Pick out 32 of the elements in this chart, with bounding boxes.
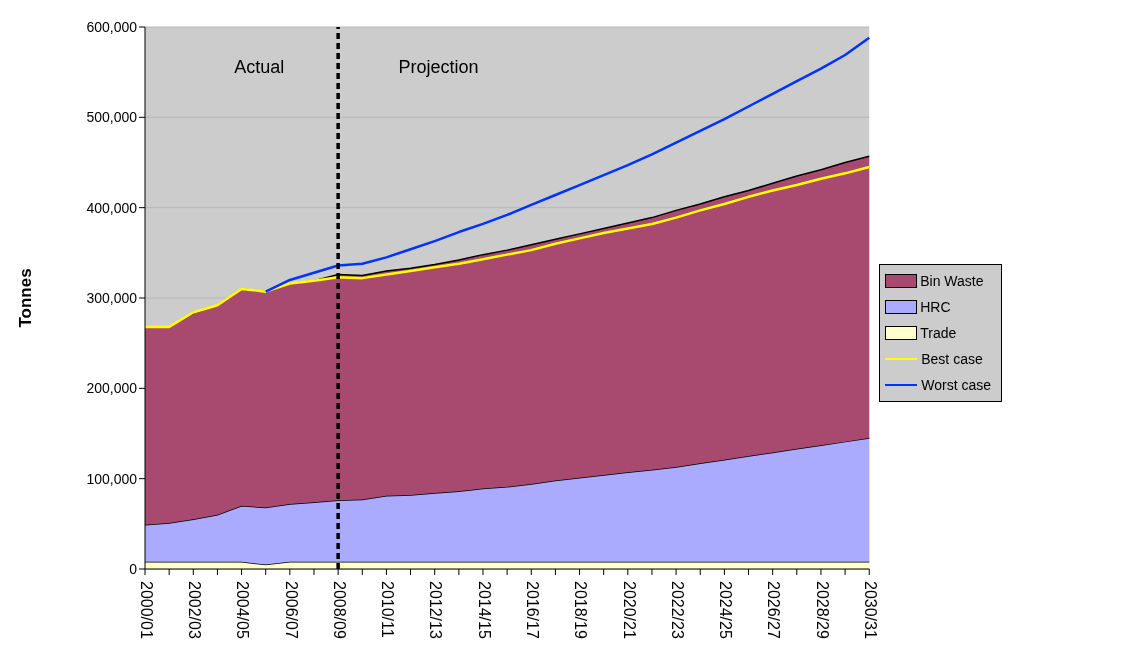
x-tick-label: 2000/01: [137, 581, 155, 639]
y-tick-label: 400,000: [86, 199, 138, 216]
y-axis-title: Tonnes: [16, 268, 36, 328]
x-tick-label: 2010/11: [379, 581, 397, 638]
x-tick-label: 2016/17: [524, 581, 542, 639]
legend-label: Bin Waste: [920, 272, 984, 289]
x-tick-label: 2014/15: [475, 581, 493, 639]
line-series: [143, 165, 871, 329]
x-tick-label: 2004/05: [234, 581, 252, 639]
y-tick-label: 100,000: [86, 470, 138, 487]
x-tick-label: 2002/03: [186, 581, 204, 639]
x-tick-label: 2022/23: [668, 581, 686, 639]
legend-label: Worst case: [921, 376, 991, 393]
y-tick-label: 200,000: [86, 380, 138, 397]
x-tick-label: 2024/25: [717, 581, 735, 639]
x-tick-label: 2030/31: [862, 581, 880, 639]
legend-label: Trade: [920, 324, 957, 341]
y-tick-label: 300,000: [86, 289, 138, 306]
x-tick-label: 2028/29: [813, 581, 831, 639]
legend-label: Best case: [921, 350, 983, 367]
x-tick-label: 2020/21: [620, 581, 638, 639]
x-tick-label: 2018/19: [572, 581, 590, 639]
y-tick-label: 0: [129, 560, 138, 577]
x-tick-label: 2026/27: [765, 581, 783, 639]
y-tick-label: 500,000: [86, 109, 138, 126]
annotation: Actual: [234, 57, 285, 78]
x-tick-label: 2008/09: [330, 581, 348, 639]
y-tick-label: 600,000: [86, 18, 138, 35]
x-tick-label: 2006/07: [282, 581, 300, 639]
x-tick-label: 2012/13: [427, 581, 445, 639]
legend-label: HRC: [920, 298, 951, 315]
annotation: Projection: [398, 57, 479, 78]
